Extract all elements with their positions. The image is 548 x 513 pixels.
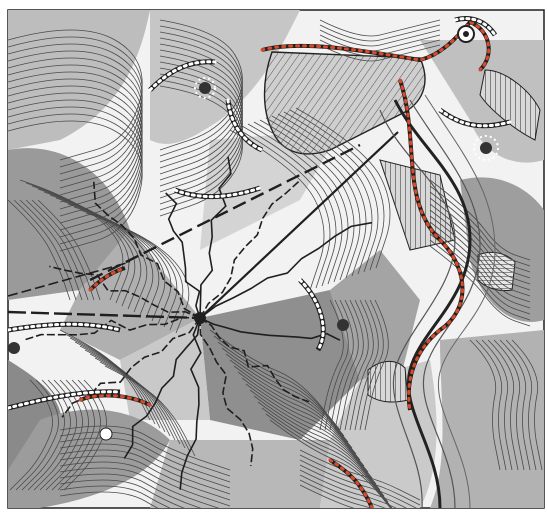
hatched-panel-top [263, 51, 426, 155]
dotted-borders [8, 16, 512, 411]
tonal-regions [8, 10, 544, 508]
wave-ribbons [379, 94, 496, 508]
mid-node-dot [337, 319, 349, 331]
node-dots [8, 25, 499, 441]
white-node-dot [99, 427, 113, 441]
radiating-spokes [23, 156, 372, 490]
central-node-dot [194, 312, 206, 324]
red-dotted-paths [78, 19, 491, 508]
hatched-panel-right [479, 69, 541, 141]
left-node-dot [8, 342, 20, 354]
diagonal-lines [8, 131, 399, 320]
contour-lines [8, 19, 543, 508]
right-node-dot [480, 142, 492, 154]
upper-node-dot [199, 82, 211, 94]
hatched-panel-low [367, 361, 409, 403]
